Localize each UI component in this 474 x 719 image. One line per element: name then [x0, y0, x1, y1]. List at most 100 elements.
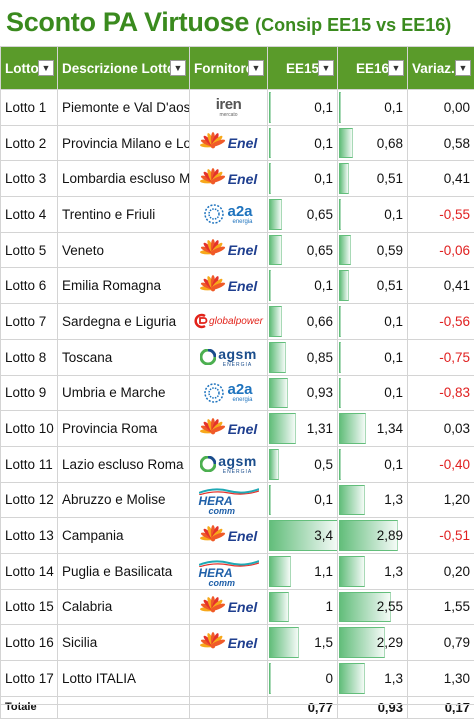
filter-dropdown-icon[interactable]: ▼ [388, 60, 404, 76]
cell-ee16[interactable]: 0,51 [338, 161, 408, 197]
cell-ee15[interactable]: 0,1 [268, 161, 338, 197]
cell-variaz[interactable]: 0,20 [408, 553, 474, 589]
cell-ee15[interactable]: 0,1 [268, 268, 338, 304]
cell-ee16[interactable]: 0,1 [338, 339, 408, 375]
cell-variaz[interactable]: -0,75 [408, 339, 474, 375]
cell-variaz[interactable]: 1,30 [408, 661, 474, 697]
cell-ee15[interactable]: 0,65 [268, 197, 338, 233]
cell-variaz[interactable]: 0,41 [408, 268, 474, 304]
cell-variaz[interactable]: -0,55 [408, 197, 474, 233]
cell-ee16[interactable]: 1,3 [338, 661, 408, 697]
cell-lotto[interactable]: Lotto 11 [1, 446, 58, 482]
cell-ee15[interactable]: 0,85 [268, 339, 338, 375]
cell-variaz[interactable]: -0,06 [408, 232, 474, 268]
cell-variaz[interactable]: 1,55 [408, 589, 474, 625]
cell-fornitore[interactable]: Enel [190, 232, 268, 268]
cell-descrizione[interactable]: Calabria [58, 589, 190, 625]
cell-ee15[interactable]: 0,65 [268, 232, 338, 268]
cell-variaz[interactable]: 0,58 [408, 125, 474, 161]
filter-dropdown-icon[interactable]: ▼ [38, 60, 54, 76]
cell-lotto[interactable]: Lotto 3 [1, 161, 58, 197]
cell-ee15[interactable]: 3,4 [268, 518, 338, 554]
cell-lotto[interactable]: Lotto 1 [1, 90, 58, 126]
cell-fornitore[interactable]: Enel [190, 589, 268, 625]
cell-descrizione[interactable]: Piemonte e Val D'aosta [58, 90, 190, 126]
cell-descrizione[interactable]: Provincia Roma [58, 411, 190, 447]
cell-ee15[interactable]: 1 [268, 589, 338, 625]
cell-lotto[interactable]: Lotto 7 [1, 304, 58, 340]
cell-ee15[interactable]: 1,5 [268, 625, 338, 661]
cell-descrizione[interactable]: Trentino e Friuli [58, 197, 190, 233]
cell-fornitore[interactable] [190, 661, 268, 697]
cell-ee15[interactable]: 0,1 [268, 125, 338, 161]
cell-lotto[interactable]: Lotto 15 [1, 589, 58, 625]
cell-ee16[interactable]: 2,29 [338, 625, 408, 661]
cell-variaz[interactable]: -0,51 [408, 518, 474, 554]
total-empty-cell[interactable] [190, 696, 268, 718]
cell-ee15[interactable]: 1,1 [268, 553, 338, 589]
filter-dropdown-icon[interactable]: ▼ [248, 60, 264, 76]
cell-lotto[interactable]: Lotto 14 [1, 553, 58, 589]
cell-descrizione[interactable]: Lotto ITALIA [58, 661, 190, 697]
cell-ee15[interactable]: 0,66 [268, 304, 338, 340]
cell-ee16[interactable]: 0,59 [338, 232, 408, 268]
cell-descrizione[interactable]: Emilia Romagna [58, 268, 190, 304]
cell-descrizione[interactable]: Veneto [58, 232, 190, 268]
cell-lotto[interactable]: Lotto 12 [1, 482, 58, 518]
filter-dropdown-icon[interactable]: ▼ [455, 60, 471, 76]
cell-ee16[interactable]: 1,3 [338, 482, 408, 518]
cell-ee16[interactable]: 0,51 [338, 268, 408, 304]
cell-ee16[interactable]: 0,68 [338, 125, 408, 161]
cell-variaz[interactable]: 0,41 [408, 161, 474, 197]
cell-descrizione[interactable]: Abruzzo e Molise [58, 482, 190, 518]
cell-fornitore[interactable]: Enel [190, 268, 268, 304]
cell-ee16[interactable]: 0,1 [338, 375, 408, 411]
cell-descrizione[interactable]: Toscana [58, 339, 190, 375]
cell-descrizione[interactable]: Puglia e Basilicata [58, 553, 190, 589]
cell-ee15[interactable]: 0,1 [268, 90, 338, 126]
cell-lotto[interactable]: Lotto 2 [1, 125, 58, 161]
filter-dropdown-icon[interactable]: ▼ [318, 60, 334, 76]
cell-ee16[interactable]: 0,1 [338, 304, 408, 340]
cell-fornitore[interactable]: Enel [190, 625, 268, 661]
cell-descrizione[interactable]: Campania [58, 518, 190, 554]
cell-ee16[interactable]: 0,1 [338, 90, 408, 126]
total-variaz[interactable]: 0,17 [408, 696, 474, 718]
cell-descrizione[interactable]: Sicilia [58, 625, 190, 661]
cell-descrizione[interactable]: Lazio escluso Roma [58, 446, 190, 482]
cell-lotto[interactable]: Lotto 6 [1, 268, 58, 304]
cell-variaz[interactable]: 1,20 [408, 482, 474, 518]
cell-descrizione[interactable]: Lombardia escluso Mi [58, 161, 190, 197]
cell-fornitore[interactable]: Enel [190, 161, 268, 197]
cell-fornitore[interactable]: Enel [190, 411, 268, 447]
cell-variaz[interactable]: 0,03 [408, 411, 474, 447]
cell-lotto[interactable]: Lotto 5 [1, 232, 58, 268]
cell-descrizione[interactable]: Provincia Milano e Lodi [58, 125, 190, 161]
cell-ee15[interactable]: 1,31 [268, 411, 338, 447]
cell-lotto[interactable]: Lotto 13 [1, 518, 58, 554]
cell-lotto[interactable]: Lotto 17 [1, 661, 58, 697]
cell-ee16[interactable]: 0,1 [338, 197, 408, 233]
total-label[interactable]: Totale [1, 696, 58, 718]
cell-variaz[interactable]: -0,56 [408, 304, 474, 340]
cell-ee16[interactable]: 1,34 [338, 411, 408, 447]
cell-ee16[interactable]: 0,1 [338, 446, 408, 482]
cell-fornitore[interactable]: Enel [190, 125, 268, 161]
cell-variaz[interactable]: -0,40 [408, 446, 474, 482]
cell-lotto[interactable]: Lotto 10 [1, 411, 58, 447]
total-ee15[interactable]: 0,77 [268, 696, 338, 718]
cell-fornitore[interactable]: Enel [190, 518, 268, 554]
cell-lotto[interactable]: Lotto 8 [1, 339, 58, 375]
cell-ee16[interactable]: 2,55 [338, 589, 408, 625]
cell-ee15[interactable]: 0,1 [268, 482, 338, 518]
cell-descrizione[interactable]: Umbria e Marche [58, 375, 190, 411]
cell-ee15[interactable]: 0 [268, 661, 338, 697]
cell-ee16[interactable]: 1,3 [338, 553, 408, 589]
